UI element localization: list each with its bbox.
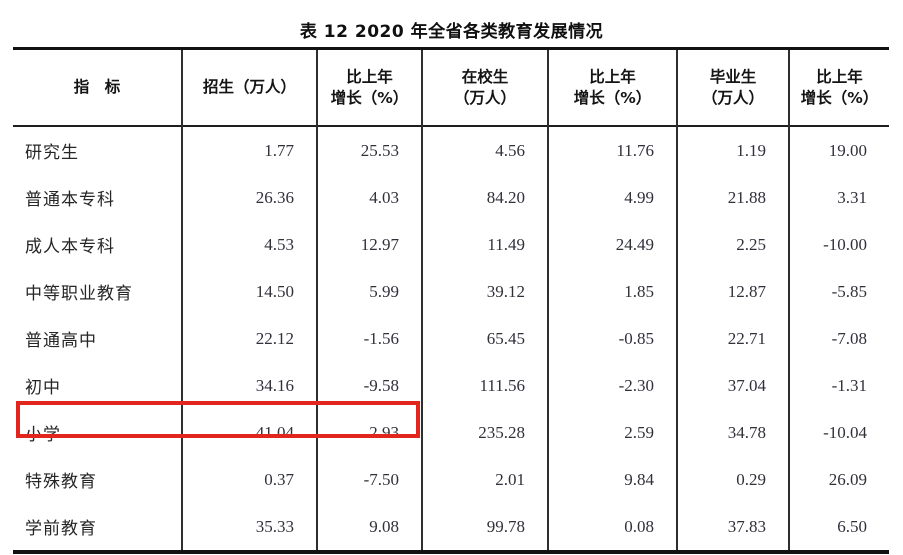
row-label: 普通本专科 [25, 190, 115, 209]
cell-value: 35.33 [181, 503, 317, 552]
table-row: 成人本专科 4.53 12.97 11.49 24.49 2.25 -10.00 [13, 221, 889, 268]
header-indicator: 指 标 [73, 78, 121, 97]
cell-value: -5.85 [788, 268, 889, 315]
cell-value: -0.85 [547, 315, 677, 362]
cell-value: 2.59 [547, 409, 677, 456]
cell-value: -7.08 [788, 315, 889, 362]
header-enrollment-growth: 比上年 增长（%） [316, 48, 422, 126]
cell-value: 9.84 [547, 456, 677, 503]
cell-value: 14.50 [181, 268, 317, 315]
cell-value: 2.93 [316, 409, 422, 456]
table-row: 初中 34.16 -9.58 111.56 -2.30 37.04 -1.31 [13, 362, 889, 409]
cell-value: 4.56 [421, 126, 548, 174]
cell-value: 12.87 [676, 268, 789, 315]
table-header-row: 指 标 招生（万人） 比上年 增长（%） 在校生 （万人） 比上年 增长（%） … [13, 48, 889, 126]
row-label: 初中 [25, 378, 61, 397]
cell-value: 24.49 [547, 221, 677, 268]
cell-value: 34.78 [676, 409, 789, 456]
cell-value: 11.49 [421, 221, 548, 268]
header-students: 在校生 （万人） [421, 48, 548, 126]
cell-value: 0.29 [676, 456, 789, 503]
table-row-highlighted: 小学 41.04 2.93 235.28 2.59 34.78 -10.04 [13, 409, 889, 456]
table-row: 研究生 1.77 25.53 4.56 11.76 1.19 19.00 [13, 126, 889, 174]
cell-value: 25.53 [316, 126, 422, 174]
cell-value: 11.76 [547, 126, 677, 174]
cell-value: 4.53 [181, 221, 317, 268]
cell-value: 37.83 [676, 503, 789, 552]
header-graduates: 毕业生 （万人） [676, 48, 789, 126]
cell-value: 99.78 [421, 503, 548, 552]
row-label: 中等职业教育 [25, 284, 133, 303]
row-label: 小学 [25, 425, 61, 444]
cell-value: 19.00 [788, 126, 889, 174]
cell-value: 41.04 [181, 409, 317, 456]
cell-value: 1.19 [676, 126, 789, 174]
cell-value: 0.08 [547, 503, 677, 552]
cell-value: -7.50 [316, 456, 422, 503]
cell-value: 34.16 [181, 362, 317, 409]
table-title: 表 12 2020 年全省各类教育发展情况 [299, 22, 604, 42]
cell-value: 39.12 [421, 268, 548, 315]
table-row: 特殊教育 0.37 -7.50 2.01 9.84 0.29 26.09 [13, 456, 889, 503]
cell-value: 3.31 [788, 174, 889, 221]
cell-value: 0.37 [181, 456, 317, 503]
cell-value: 4.03 [316, 174, 422, 221]
cell-value: 1.77 [181, 126, 317, 174]
cell-value: -2.30 [547, 362, 677, 409]
row-label: 普通高中 [25, 331, 97, 350]
cell-value: 235.28 [421, 409, 548, 456]
row-label: 学前教育 [25, 519, 97, 538]
row-label: 成人本专科 [25, 237, 115, 256]
cell-value: -10.00 [788, 221, 889, 268]
cell-value: 12.97 [316, 221, 422, 268]
cell-value: 4.99 [547, 174, 677, 221]
cell-value: 65.45 [421, 315, 548, 362]
table-row: 中等职业教育 14.50 5.99 39.12 1.85 12.87 -5.85 [13, 268, 889, 315]
table-row: 普通高中 22.12 -1.56 65.45 -0.85 22.71 -7.08 [13, 315, 889, 362]
cell-value: 22.12 [181, 315, 317, 362]
cell-value: 111.56 [421, 362, 548, 409]
table-row: 学前教育 35.33 9.08 99.78 0.08 37.83 6.50 [13, 503, 889, 552]
cell-value: 22.71 [676, 315, 789, 362]
cell-value: -9.58 [316, 362, 422, 409]
cell-value: -1.31 [788, 362, 889, 409]
education-data-table: 指 标 招生（万人） 比上年 增长（%） 在校生 （万人） 比上年 增长（%） … [13, 47, 889, 554]
cell-value: 2.25 [676, 221, 789, 268]
cell-value: 84.20 [421, 174, 548, 221]
cell-value: 26.09 [788, 456, 889, 503]
cell-value: 5.99 [316, 268, 422, 315]
cell-value: 6.50 [788, 503, 889, 552]
cell-value: -1.56 [316, 315, 422, 362]
cell-value: -10.04 [788, 409, 889, 456]
table-row: 普通本专科 26.36 4.03 84.20 4.99 21.88 3.31 [13, 174, 889, 221]
cell-value: 2.01 [421, 456, 548, 503]
cell-value: 21.88 [676, 174, 789, 221]
header-students-growth: 比上年 增长（%） [547, 48, 677, 126]
header-graduates-growth: 比上年 增长（%） [788, 48, 889, 126]
row-label: 研究生 [25, 143, 79, 162]
cell-value: 26.36 [181, 174, 317, 221]
cell-value: 9.08 [316, 503, 422, 552]
row-label: 特殊教育 [25, 472, 97, 491]
header-enrollment: 招生（万人） [181, 48, 317, 126]
cell-value: 37.04 [676, 362, 789, 409]
cell-value: 1.85 [547, 268, 677, 315]
